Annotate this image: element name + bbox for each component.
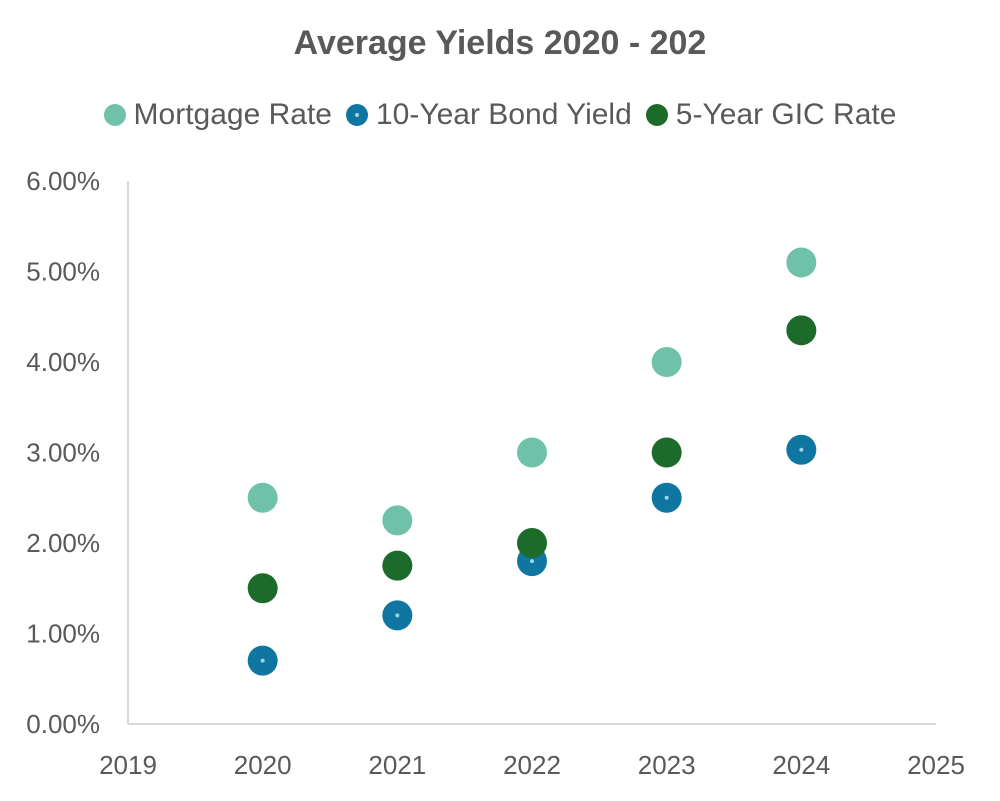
legend-item-5-year-gic-rate: 5-Year GIC Rate [645, 98, 897, 132]
legend-item-mortgage-rate: Mortgage Rate [103, 98, 332, 132]
x-tick-label: 2022 [503, 750, 561, 780]
legend: Mortgage Rate 10-Year Bond Yield 5-Year … [0, 98, 1000, 132]
data-point-center-10-year-bond-yield [664, 495, 669, 500]
legend-label-10-year-bond-yield: 10-Year Bond Yield [376, 98, 632, 131]
data-point-mortgage-rate [247, 482, 278, 513]
x-tick-label: 2021 [368, 750, 426, 780]
x-tick-label: 2024 [772, 750, 830, 780]
y-tick-label: 4.00% [26, 347, 100, 377]
legend-label-mortgage-rate: Mortgage Rate [133, 98, 332, 131]
x-tick-label: 2025 [907, 750, 965, 780]
y-tick-label: 0.00% [26, 709, 100, 739]
legend-marker-mortgage-rate [103, 104, 126, 126]
data-point-5-year-gic-rate [247, 573, 278, 604]
legend-item-10-year-bond-yield: 10-Year Bond Yield [346, 98, 632, 132]
x-tick-label: 2023 [638, 750, 696, 780]
y-tick-label: 2.00% [26, 528, 100, 558]
legend-marker-5-year-gic-rate [645, 104, 668, 126]
data-point-center-10-year-bond-yield [260, 658, 265, 663]
y-tick-label: 5.00% [26, 257, 100, 287]
y-tick-label: 6.00% [26, 166, 100, 196]
legend-marker-10-year-bond-yield [346, 104, 368, 126]
legend-label-5-year-gic-rate: 5-Year GIC Rate [675, 98, 897, 131]
data-point-5-year-gic-rate [517, 528, 547, 558]
data-point-5-year-gic-rate [382, 550, 413, 581]
data-point-mortgage-rate [786, 247, 817, 278]
data-point-mortgage-rate [517, 437, 547, 468]
chart-title: Average Yields 2020 - 202 [293, 24, 707, 62]
x-tick-label: 2019 [99, 750, 157, 780]
data-point-5-year-gic-rate [786, 315, 817, 346]
data-point-center-10-year-bond-yield [530, 559, 534, 564]
data-point-mortgage-rate [382, 505, 413, 536]
x-tick-label: 2020 [234, 750, 292, 780]
data-point-5-year-gic-rate [651, 437, 682, 468]
data-point-center-10-year-bond-yield [395, 613, 400, 618]
data-point-mortgage-rate [651, 347, 682, 377]
y-tick-label: 3.00% [26, 438, 100, 468]
data-point-center-10-year-bond-yield [799, 447, 804, 452]
y-tick-label: 1.00% [26, 619, 100, 649]
